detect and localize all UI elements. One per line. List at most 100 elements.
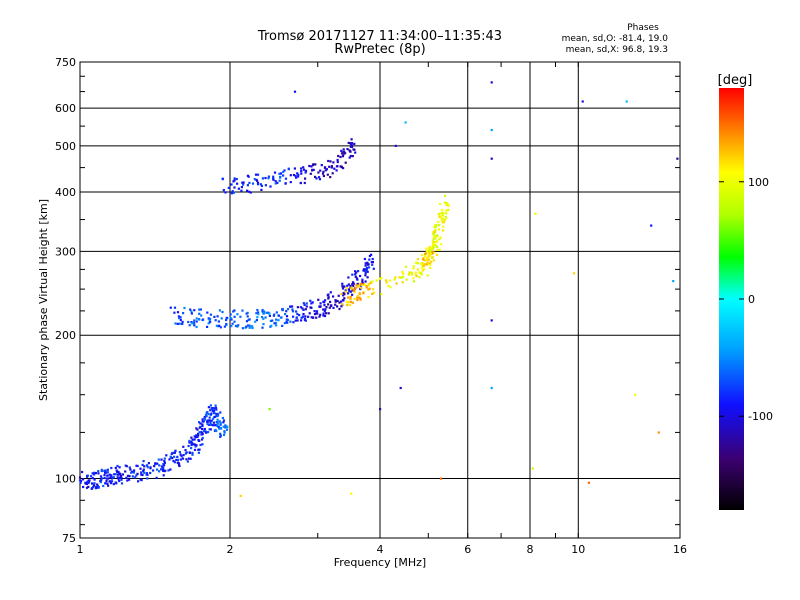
echo-point <box>200 438 204 441</box>
echo-point <box>199 422 202 425</box>
echo-point <box>180 455 183 458</box>
echo-point <box>226 317 229 320</box>
echo-point <box>380 277 383 280</box>
echo-point <box>264 316 267 319</box>
echo-point <box>342 167 345 170</box>
echo-point <box>193 324 196 327</box>
echo-point <box>222 421 225 424</box>
echo-point <box>434 234 437 237</box>
echo-point <box>399 386 402 390</box>
echo-point <box>95 485 98 489</box>
echo-point <box>211 409 214 413</box>
echo-point <box>292 321 295 324</box>
echo-point <box>273 322 276 325</box>
echo-point <box>269 185 272 188</box>
echo-point <box>312 163 315 166</box>
echo-point <box>171 451 174 455</box>
x-axis-label: Frequency [MHz] <box>334 556 426 569</box>
echo-point <box>435 224 438 227</box>
echo-point <box>205 431 208 434</box>
echo-point <box>218 427 221 430</box>
echo-point <box>362 268 366 271</box>
echo-point <box>281 324 284 327</box>
echo-point <box>309 299 312 302</box>
echo-point <box>201 424 204 428</box>
echo-point <box>278 179 281 182</box>
echo-point <box>440 212 443 215</box>
echo-point <box>330 165 333 168</box>
echo-point <box>293 90 297 93</box>
echo-point <box>431 252 434 255</box>
echo-point <box>163 464 166 467</box>
echo-point <box>139 467 142 470</box>
echo-point <box>439 477 443 480</box>
echo-point <box>342 291 345 295</box>
echo-point <box>422 268 425 271</box>
echo-point <box>214 406 218 409</box>
echo-point <box>676 157 679 160</box>
echo-point <box>343 293 346 296</box>
echo-point <box>82 478 85 481</box>
echo-point <box>196 428 199 431</box>
echo-point <box>222 419 226 422</box>
echo-point <box>274 321 278 324</box>
echo-point <box>285 310 288 313</box>
echo-point <box>233 177 236 180</box>
echo-point <box>93 471 96 474</box>
echo-point <box>371 288 375 291</box>
echo-point <box>435 241 438 244</box>
echo-point <box>230 192 233 195</box>
echo-point <box>109 476 112 479</box>
echo-point <box>184 449 187 452</box>
echo-point <box>256 173 260 176</box>
echo-point <box>217 425 220 428</box>
echo-point <box>254 173 258 176</box>
echo-point <box>364 280 367 283</box>
echo-point <box>194 445 197 448</box>
echo-point <box>187 457 191 460</box>
echo-point <box>318 315 321 318</box>
echo-point <box>157 458 160 461</box>
echo-point <box>444 194 447 197</box>
echo-point <box>236 182 239 185</box>
echo-point <box>225 318 228 322</box>
echo-point <box>302 168 306 171</box>
echo-point <box>216 422 220 425</box>
echo-point <box>337 154 340 158</box>
echo-point <box>304 315 307 318</box>
echo-point <box>113 473 116 476</box>
echo-point <box>257 313 260 316</box>
echo-point <box>430 248 433 252</box>
echo-point <box>296 312 299 316</box>
echo-point <box>214 404 217 407</box>
echo-point <box>91 482 94 485</box>
echo-point <box>229 316 232 319</box>
echo-point <box>364 274 367 277</box>
echo-point <box>346 284 349 287</box>
echo-point <box>201 431 204 434</box>
echo-point <box>412 277 415 280</box>
echo-point <box>118 466 121 469</box>
echo-point <box>231 322 234 325</box>
echo-point <box>351 155 354 158</box>
echo-point <box>401 270 404 273</box>
echo-point <box>142 470 145 473</box>
echo-point <box>225 428 229 431</box>
echo-point <box>434 229 437 232</box>
echo-point <box>334 303 337 306</box>
echo-point <box>190 443 193 447</box>
echo-point <box>182 445 185 448</box>
echo-point <box>385 281 388 284</box>
echo-point <box>248 190 251 193</box>
echo-point <box>295 176 298 179</box>
echo-point <box>282 170 285 174</box>
echo-point <box>81 470 84 474</box>
echo-point <box>438 213 441 216</box>
echo-point <box>106 471 109 474</box>
echo-point <box>158 464 161 467</box>
echo-point <box>224 191 227 194</box>
echo-point <box>197 434 200 437</box>
echo-point <box>327 159 330 163</box>
echo-point <box>282 174 285 177</box>
echo-point <box>302 302 305 305</box>
